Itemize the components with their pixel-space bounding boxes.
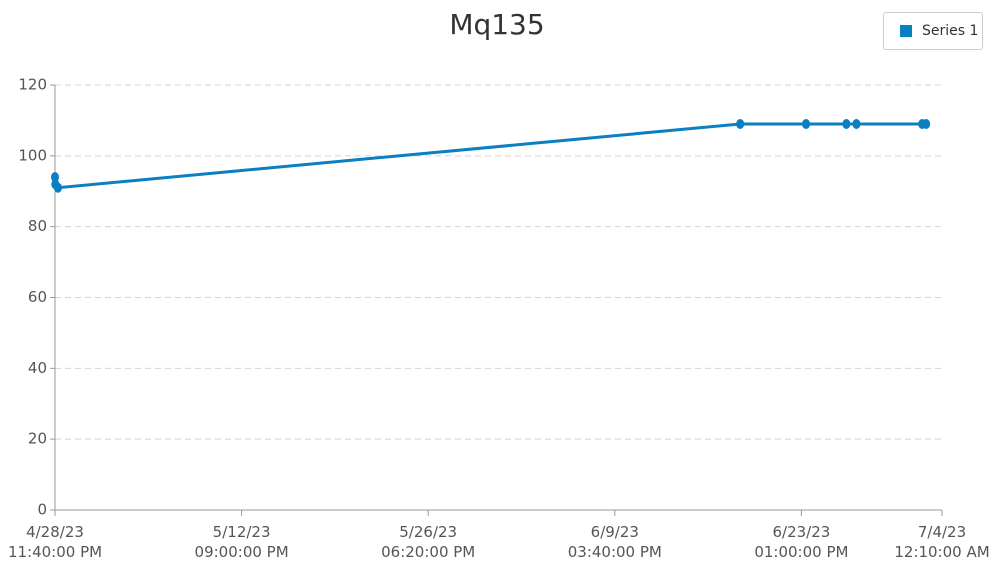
y-tick-label: 40 (28, 359, 47, 377)
data-point (852, 118, 861, 129)
legend-label: Series 1 (922, 23, 979, 39)
data-point (51, 172, 59, 183)
chart-title: Mq135 (449, 8, 545, 41)
y-tick-label: 80 (28, 217, 47, 235)
y-tick-label: 60 (28, 288, 47, 306)
x-tick-label: 6/9/23 03:40:00 PM (567, 523, 662, 561)
y-tick-label: 120 (18, 76, 47, 94)
x-tick-label: 4/28/23 11:40:00 PM (7, 523, 103, 561)
y-tick-label: 0 (37, 501, 47, 519)
data-point (53, 182, 62, 193)
legend: Series 1 (883, 12, 983, 50)
data-point (802, 118, 811, 129)
legend-swatch (900, 25, 912, 37)
data-point (842, 118, 851, 129)
x-tick-label: 5/26/23 06:20:00 PM (381, 523, 476, 561)
x-tick-label: 5/12/23 09:00:00 PM (194, 523, 289, 561)
x-tick-label: 7/4/23 12:10:00 AM (894, 523, 990, 561)
y-tick-label: 100 (18, 146, 47, 164)
y-tick-label: 20 (28, 430, 47, 448)
data-point (922, 118, 931, 129)
x-tick-label: 6/23/23 01:00:00 PM (754, 523, 849, 561)
data-point (736, 118, 745, 129)
